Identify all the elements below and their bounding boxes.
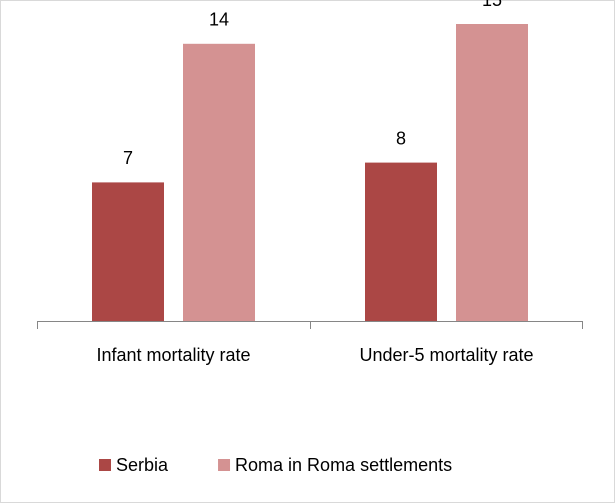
bar [456,24,528,321]
data-label: 14 [209,10,229,30]
bar [365,162,437,321]
x-tick-label: Under-5 mortality rate [359,345,533,365]
legend-label: Roma in Roma settlements [235,455,452,475]
x-tick-label: Infant mortality rate [96,345,250,365]
bar [92,182,164,321]
data-label: 7 [123,148,133,168]
legend-swatch [218,459,231,471]
legend-swatch [99,459,111,471]
bar [183,43,255,322]
data-label: 15 [482,0,502,10]
legend-label: Serbia [116,455,169,475]
data-label: 8 [396,128,406,148]
